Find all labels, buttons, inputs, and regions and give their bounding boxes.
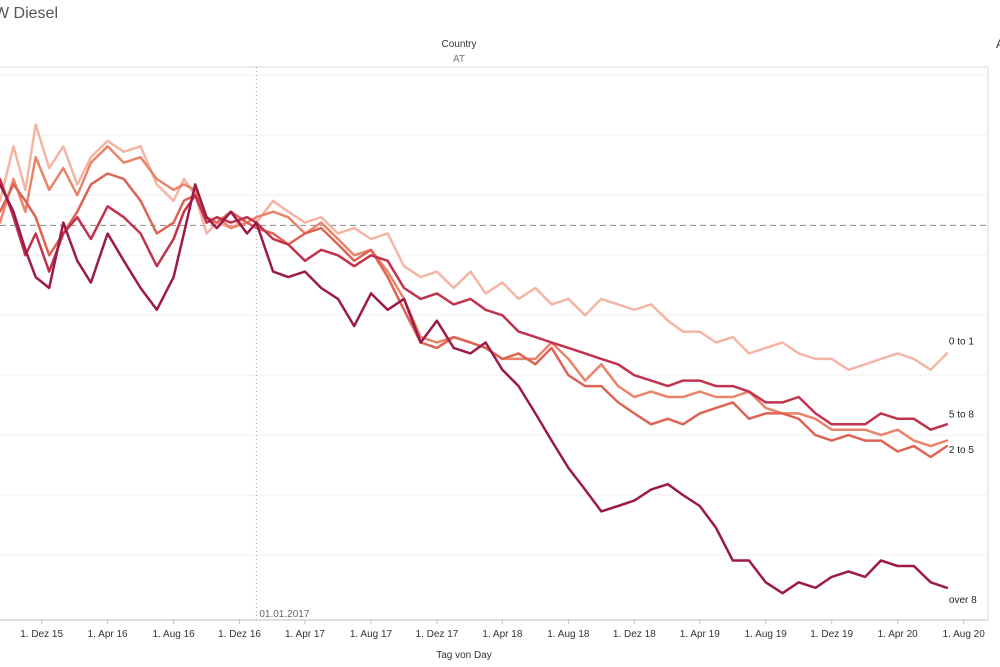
reference-lines: 01.01.2017: [0, 67, 988, 620]
series-line: [0, 183, 949, 595]
chart-title: W Diesel: [0, 5, 59, 22]
x-tick-label: 1. Dez 15: [20, 629, 63, 640]
x-tick-label: 1. Aug 16: [152, 629, 195, 640]
series-end-label: 5 to 8: [949, 409, 974, 420]
x-axis-title: Tag von Day: [436, 650, 492, 661]
series-end-label: 0 to 1: [949, 336, 974, 347]
x-tick-label: 1. Dez 16: [218, 629, 261, 640]
x-tick-label: 1. Aug 19: [745, 629, 788, 640]
x-tick-label: 1. Apr 18: [482, 629, 522, 640]
x-tick-label: 1. Apr 16: [88, 629, 128, 640]
x-tick-label: 1. Apr 17: [285, 629, 325, 640]
series-line: [0, 177, 949, 431]
series-line: [0, 172, 949, 459]
x-tick-label: 1. Dez 17: [416, 629, 459, 640]
series-end-label: 2 to 5: [949, 445, 974, 456]
x-tick-label: 1. Aug 20: [943, 629, 986, 640]
series-line: [0, 145, 949, 448]
x-tick-label: 1. Aug 17: [350, 629, 393, 640]
x-tick-label: 1. Dez 18: [613, 629, 656, 640]
annotation-label: 01.01.2017: [259, 609, 309, 620]
column-header-value: AT: [453, 54, 465, 65]
x-tick-labels: 1. Dez 15 1. Apr 16 1. Aug 16 1. Dez 16 1. A…: [20, 620, 985, 640]
x-tick-label: 1. Dez 19: [810, 629, 853, 640]
gridlines: [0, 74, 988, 556]
x-tick-label: 1. Apr 20: [878, 629, 918, 640]
series-line: [0, 123, 949, 372]
legend-header-fragment: A: [996, 37, 1000, 51]
column-header-label: Country: [441, 39, 476, 50]
series-end-labels: 0 to 1 2 to 5 5 to 8 over 8: [949, 336, 977, 605]
x-tick-label: 1. Aug 18: [547, 629, 590, 640]
series-end-label: over 8: [949, 595, 977, 606]
series-lines: [0, 123, 949, 595]
x-tick-label: 1. Apr 19: [680, 629, 720, 640]
